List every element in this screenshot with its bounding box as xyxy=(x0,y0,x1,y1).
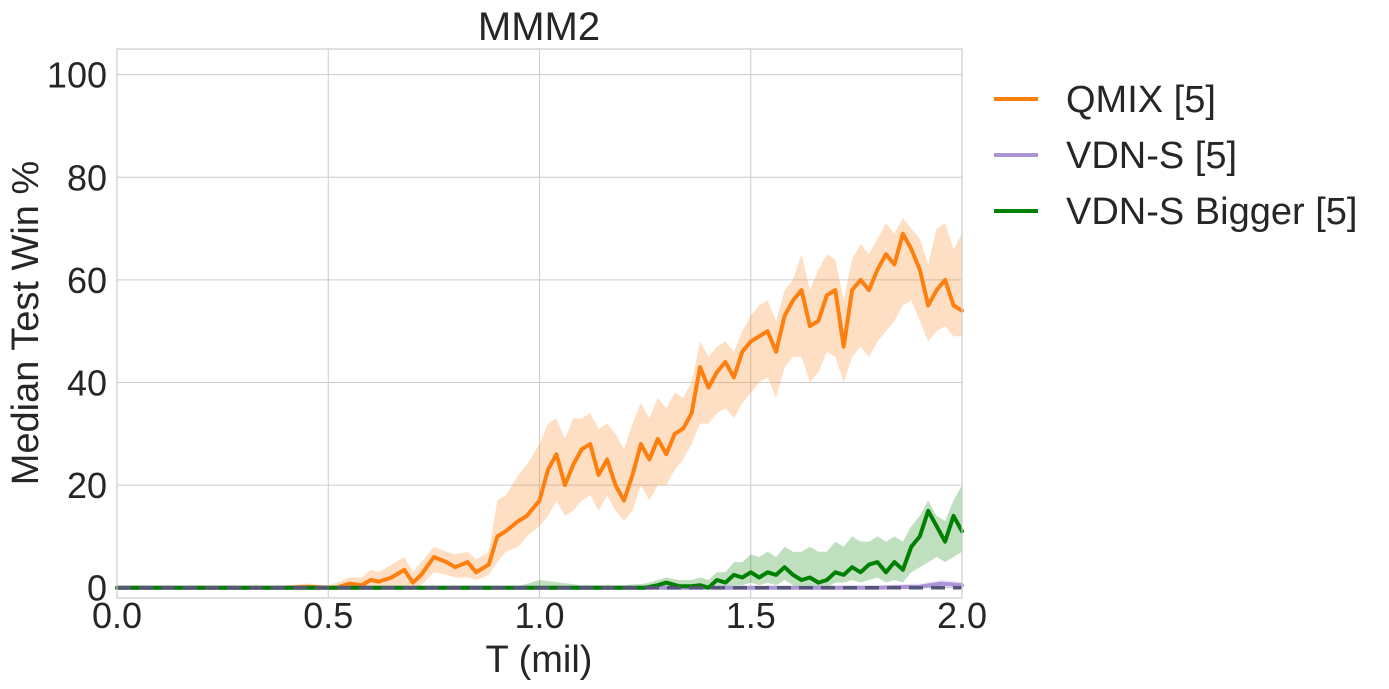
x-tick-labels: 0.0 0.5 1.0 1.5 2.0 xyxy=(92,595,987,636)
y-tick-labels: 0 20 40 60 80 100 xyxy=(47,55,107,609)
legend-label: QMIX [5] xyxy=(1066,79,1216,121)
y-tick-label: 100 xyxy=(47,55,107,96)
y-tick-label: 80 xyxy=(67,157,107,198)
series-lines xyxy=(115,231,964,590)
x-tick-label: 0.0 xyxy=(92,595,142,636)
y-tick-label: 60 xyxy=(67,260,107,301)
x-axis-label: T (mil) xyxy=(486,639,593,681)
x-tick-label: 2.0 xyxy=(937,595,987,636)
chart-title: MMM2 xyxy=(478,5,600,49)
plot-frame xyxy=(116,48,963,599)
x-tick-label: 0.5 xyxy=(303,595,353,636)
y-tick-label: 20 xyxy=(67,465,107,506)
grid xyxy=(116,49,963,598)
legend-label: VDN-S Bigger [5] xyxy=(1066,191,1357,233)
x-tick-label: 1.0 xyxy=(514,595,564,636)
x-tick-label: 1.5 xyxy=(726,595,776,636)
legend-label: VDN-S [5] xyxy=(1066,135,1237,177)
y-tick-label: 40 xyxy=(67,363,107,404)
band-series-0 xyxy=(117,218,962,588)
band-series-2 xyxy=(117,485,962,588)
y-tick-label: 0 xyxy=(87,568,107,609)
y-axis-label: Median Test Win % xyxy=(5,161,47,486)
legend: QMIX [5] VDN-S [5] VDN-S Bigger [5] xyxy=(994,79,1357,233)
line-series-0 xyxy=(115,231,964,590)
